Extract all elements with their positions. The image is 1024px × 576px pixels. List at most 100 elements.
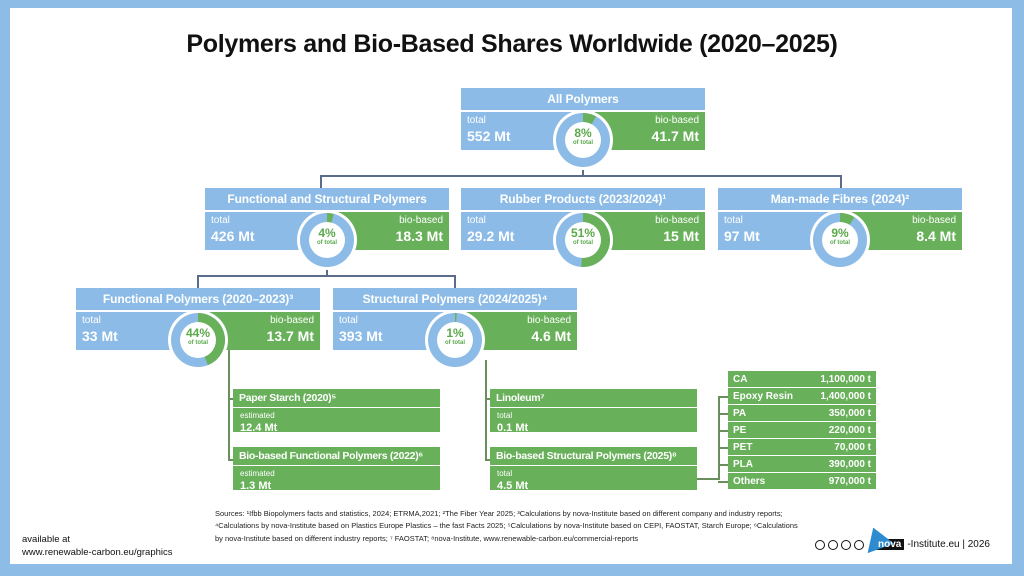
bio-label: bio-based <box>527 315 571 326</box>
card-title: Man-made Fibres (2024)² <box>718 188 962 211</box>
donut-center <box>565 122 601 158</box>
table-row: CA 1,100,000 t <box>728 371 876 388</box>
bio-value: 8.4 Mt <box>916 228 956 244</box>
nc-icon <box>841 539 851 550</box>
logo-text: nova <box>878 539 902 550</box>
of-total-label: of total <box>573 140 593 146</box>
connector <box>840 175 842 189</box>
polymer-value: 350,000 t <box>828 407 871 419</box>
polymer-value: 1,100,000 t <box>820 373 871 385</box>
polymer-name: PE <box>733 424 747 436</box>
polymer-value: 1,400,000 t <box>820 390 871 402</box>
connector <box>197 275 199 290</box>
of-total-label: of total <box>317 240 337 246</box>
bio-label: bio-based <box>912 215 956 226</box>
connector <box>485 360 487 461</box>
total-label: total <box>467 215 486 226</box>
connector <box>718 464 728 466</box>
bio-value: 18.3 Mt <box>395 228 443 244</box>
total-label: total <box>724 215 743 226</box>
total-value: 29.2 Mt <box>467 228 515 244</box>
donut-center <box>180 322 216 358</box>
table-row: Epoxy Resin 1,400,000 t <box>728 388 876 405</box>
share-donut: 1% of total <box>425 310 485 370</box>
share-donut: 8% of total <box>553 110 613 170</box>
connector <box>697 478 719 480</box>
box-paper-starch: Paper Starch (2020)⁵ estimated 12.4 Mt <box>233 389 440 434</box>
polymer-name: Epoxy Resin <box>733 390 794 402</box>
connector <box>485 398 491 400</box>
connector <box>454 275 456 290</box>
donut-center <box>822 222 858 258</box>
connector <box>718 430 728 432</box>
box-value: 0.1 Mt <box>497 422 529 434</box>
nd-icon <box>854 539 864 550</box>
bio-value: 15 Mt <box>663 228 699 244</box>
card-structural-polymers: Structural Polymers (2024/2025)⁴ total 39… <box>333 288 577 370</box>
of-total-label: of total <box>573 240 593 246</box>
polymer-value: 220,000 t <box>828 424 871 436</box>
table-row: PA 350,000 t <box>728 405 876 422</box>
connector <box>228 459 234 461</box>
polymer-name: PLA <box>733 458 753 470</box>
connector <box>228 349 230 461</box>
by-icon <box>828 539 838 550</box>
total-value: 393 Mt <box>339 328 383 344</box>
card-all-polymers: All Polymers total 552 Mt bio-based 41.7 M… <box>461 88 705 170</box>
nova-logo: nova <box>860 522 905 554</box>
card-man-made-fibres: Man-made Fibres (2024)² total 97 Mt bio-b… <box>718 188 962 270</box>
box-value: 4.5 Mt <box>497 480 529 492</box>
box-value: 1.3 Mt <box>240 480 272 492</box>
donut-center <box>437 322 473 358</box>
bio-label: bio-based <box>655 215 699 226</box>
box-title: Bio-based Functional Polymers (2022)⁶ <box>233 447 440 466</box>
available-link[interactable]: www.renewable-carbon.eu/graphics <box>22 547 173 558</box>
box-bio-structural: Bio-based Structural Polymers (2025)⁸ to… <box>490 447 697 492</box>
total-value: 97 Mt <box>724 228 760 244</box>
sources-text: Sources: ¹Ifbb Biopolymers facts and sta… <box>215 509 798 543</box>
box-value: 12.4 Mt <box>240 422 278 434</box>
total-value: 552 Mt <box>467 128 511 144</box>
share-donut: 51% of total <box>553 210 613 270</box>
of-total-label: of total <box>830 240 850 246</box>
bio-value: 4.6 Mt <box>531 328 571 344</box>
of-total-label: of total <box>188 340 208 346</box>
polymer-value: 70,000 t <box>834 441 871 453</box>
connector <box>485 459 491 461</box>
box-label: total <box>497 411 513 420</box>
polymer-name: PET <box>733 441 753 453</box>
polymer-name: CA <box>733 373 748 385</box>
table-row: Others 970,000 t <box>728 473 876 490</box>
donut-center <box>309 222 345 258</box>
share-percent: 9% <box>831 226 849 240</box>
connector <box>197 275 456 277</box>
of-total-label: of total <box>445 340 465 346</box>
available-label: available at <box>22 534 71 545</box>
donut-center <box>565 222 601 258</box>
connector <box>228 398 234 400</box>
connector <box>718 447 728 449</box>
table-row: PE 220,000 t <box>728 422 876 439</box>
total-label: total <box>467 115 486 126</box>
total-value: 33 Mt <box>82 328 118 344</box>
availability-note: available at www.renewable-carbon.eu/gra… <box>22 533 173 559</box>
polymer-value: 970,000 t <box>828 475 871 487</box>
total-label: total <box>82 315 101 326</box>
total-label: total <box>211 215 230 226</box>
bio-label: bio-based <box>399 215 443 226</box>
bio-label: bio-based <box>270 315 314 326</box>
connector <box>718 396 728 398</box>
card-functional-structural: Functional and Structural Polymers total… <box>205 188 449 270</box>
box-bio-functional: Bio-based Functional Polymers (2022)⁶ es… <box>233 447 440 492</box>
box-label: estimated <box>240 411 275 420</box>
share-donut: 9% of total <box>810 210 870 270</box>
card-title: All Polymers <box>461 88 705 111</box>
card-title: Functional and Structural Polymers <box>205 188 449 211</box>
card-title: Structural Polymers (2024/2025)⁴ <box>333 288 577 311</box>
share-percent: 1% <box>446 326 464 340</box>
share-donut: 4% of total <box>297 210 357 270</box>
card-rubber-products: Rubber Products (2023/2024)¹ total 29.2 M… <box>461 188 705 270</box>
share-percent: 44% <box>185 326 211 340</box>
footer: nova -Institute.eu | 2026 <box>815 522 990 554</box>
total-label: total <box>339 315 358 326</box>
